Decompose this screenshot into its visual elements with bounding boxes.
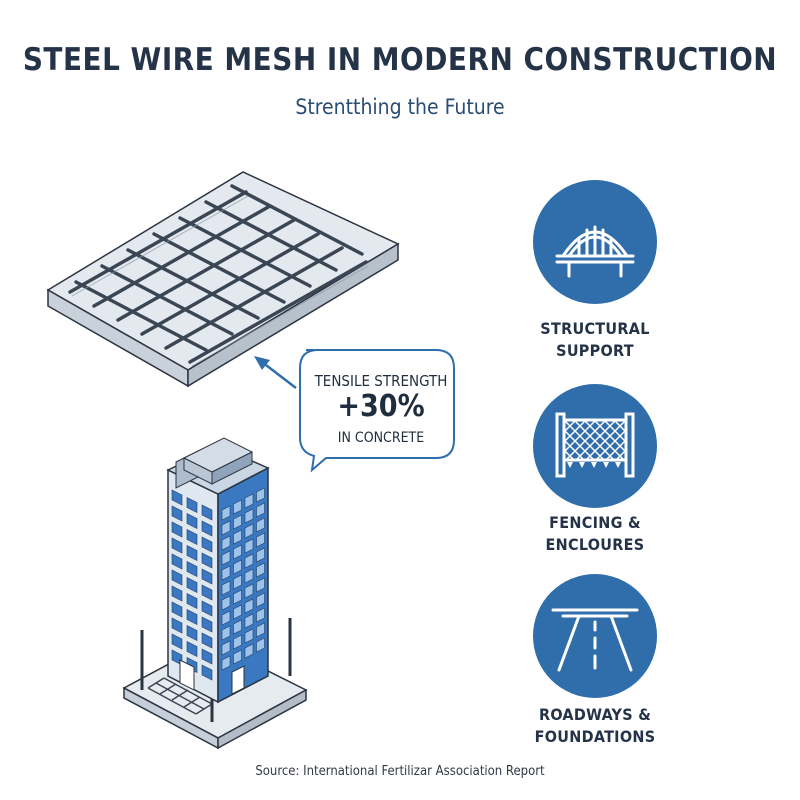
wire-mesh-illustration — [68, 184, 368, 364]
window — [233, 619, 242, 635]
window — [171, 489, 183, 506]
window — [233, 634, 242, 650]
window — [186, 529, 198, 545]
window — [186, 593, 198, 609]
window — [244, 583, 254, 599]
window — [244, 553, 254, 569]
window — [171, 569, 183, 586]
window — [221, 505, 231, 521]
window — [233, 589, 242, 605]
window — [186, 561, 198, 577]
window — [256, 517, 265, 533]
window — [171, 633, 183, 650]
window — [201, 552, 213, 569]
window — [244, 523, 254, 539]
window — [256, 532, 265, 548]
window — [221, 565, 231, 581]
window — [233, 544, 242, 560]
window — [186, 625, 198, 641]
window — [256, 547, 265, 563]
window — [256, 592, 265, 608]
window — [221, 550, 231, 566]
callout-value: +30% — [337, 389, 425, 424]
window — [256, 577, 265, 593]
bridge-icon — [555, 225, 635, 278]
fence-icon — [555, 412, 635, 478]
window — [256, 622, 265, 638]
window — [244, 598, 254, 614]
window — [201, 584, 213, 601]
window — [221, 520, 231, 536]
page-title: STEEL WIRE MESH IN MODERN CONSTRUCTION — [22, 42, 778, 78]
window — [201, 520, 213, 537]
window — [233, 499, 242, 515]
window — [256, 607, 265, 623]
window — [256, 502, 265, 518]
window — [201, 664, 213, 681]
window — [233, 529, 242, 545]
window — [244, 628, 254, 644]
window — [186, 513, 198, 529]
window — [221, 535, 231, 551]
roadways-circle — [533, 574, 657, 698]
window — [201, 568, 213, 585]
window — [171, 553, 183, 570]
structural-support-circle — [533, 180, 657, 304]
window — [201, 648, 213, 665]
fencing-circle — [533, 384, 657, 508]
window — [221, 625, 231, 641]
window — [186, 577, 198, 593]
window — [256, 562, 265, 578]
road-icon — [551, 608, 639, 672]
window — [244, 568, 254, 584]
window — [221, 640, 231, 656]
window — [221, 655, 231, 671]
window — [256, 487, 265, 503]
window — [171, 585, 183, 602]
window — [233, 574, 242, 590]
building-illustration — [122, 437, 308, 750]
window — [201, 600, 213, 617]
window — [171, 601, 183, 618]
structural-support-label: STRUCTURAL SUPPORT — [540, 319, 650, 360]
window — [201, 504, 213, 521]
window — [233, 649, 242, 665]
window — [244, 538, 254, 554]
window — [244, 613, 254, 629]
window — [171, 505, 183, 522]
window — [201, 632, 213, 649]
window — [244, 493, 254, 509]
window — [244, 643, 254, 659]
window — [186, 609, 198, 625]
window — [186, 545, 198, 561]
window — [244, 508, 254, 524]
window — [233, 514, 242, 530]
window — [171, 537, 183, 554]
window — [221, 610, 231, 626]
fencing-label: FENCING & ENCLOURES — [545, 513, 645, 554]
roadways-label: ROADWAYS & FOUNDATIONS — [534, 705, 656, 746]
window — [221, 595, 231, 611]
window — [201, 616, 213, 633]
window — [256, 637, 265, 653]
window — [233, 559, 242, 575]
window — [186, 641, 198, 657]
window — [233, 604, 242, 620]
page-subtitle: Strentthing the Future — [295, 95, 505, 119]
window — [171, 617, 183, 634]
callout-bubble — [299, 349, 455, 473]
callout-sublabel: IN CONCRETE — [337, 430, 425, 446]
window — [186, 497, 198, 513]
window — [171, 521, 183, 538]
window — [221, 580, 231, 596]
callout-label: TENSILE STRENGTH — [314, 372, 448, 390]
window — [201, 536, 213, 553]
arrow-icon — [254, 356, 297, 389]
source-footnote: Source: International Fertilizar Associa… — [255, 764, 545, 779]
